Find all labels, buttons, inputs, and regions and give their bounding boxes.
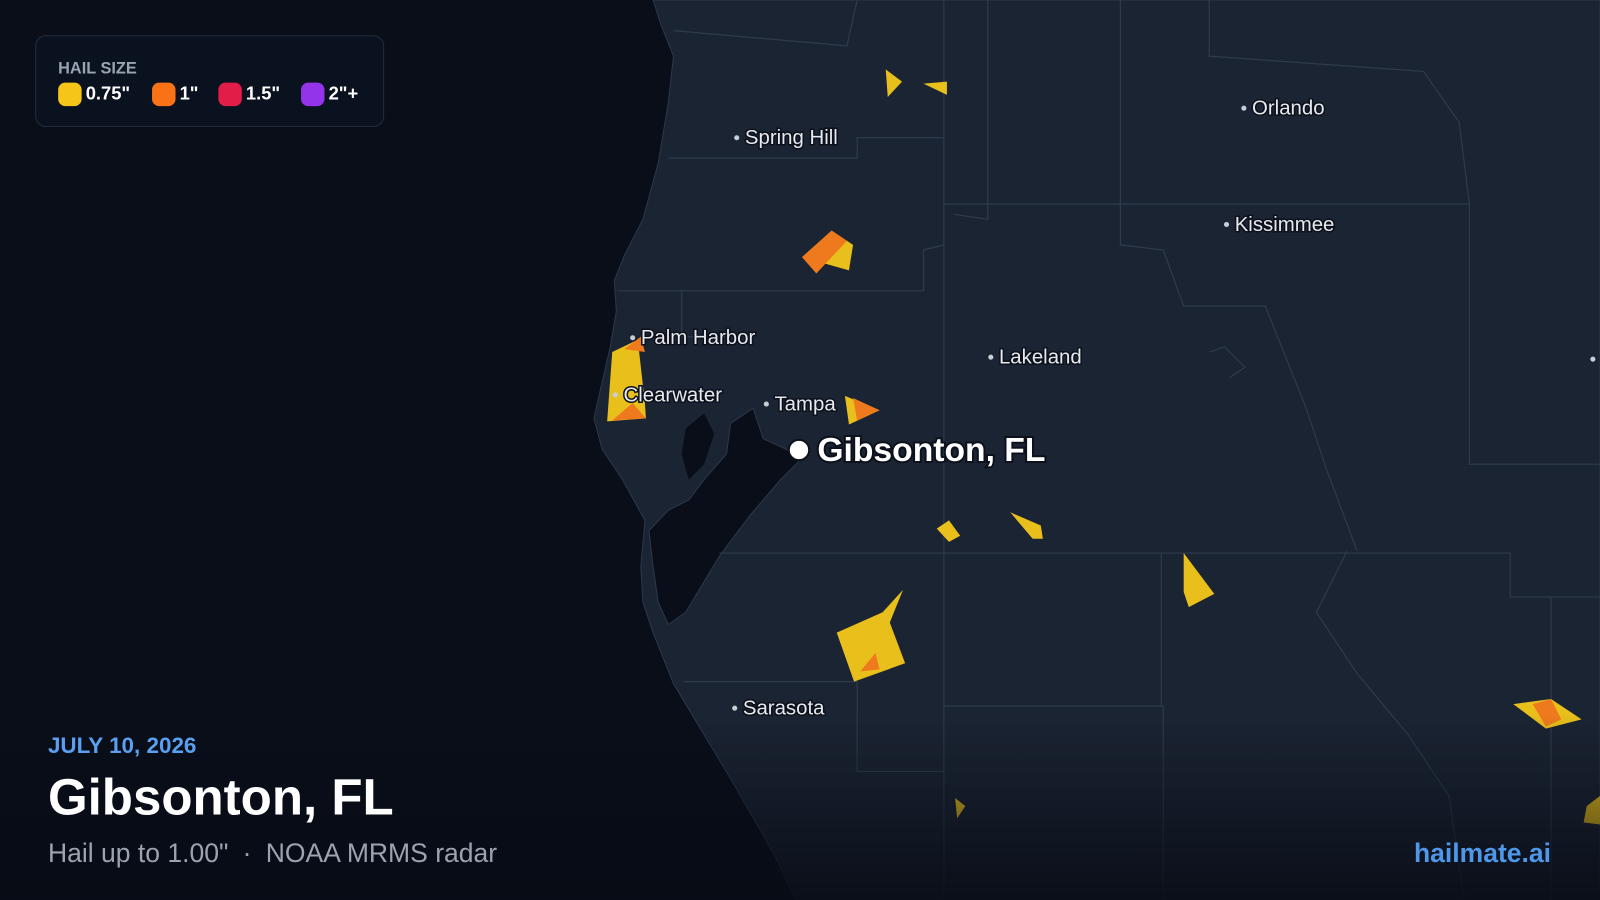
hail-swath (923, 81, 947, 95)
hail-swath (1183, 553, 1215, 608)
legend-label: 0.75" (86, 83, 130, 104)
legend-swatch (301, 82, 325, 107)
legend-swatch (58, 82, 82, 107)
hail-swath (853, 397, 880, 421)
subtitle-separator: · (243, 838, 252, 868)
brand[interactable]: hailmate.ai (1414, 838, 1551, 868)
city-label: Palm Harbor (641, 327, 756, 349)
legend-swatch (218, 82, 242, 107)
city-label: Tampa (774, 393, 836, 415)
city-dot (988, 354, 994, 360)
old-tampa-bay (681, 413, 715, 480)
city-label: Orlando (1252, 98, 1325, 120)
hail-swaths (607, 69, 1600, 825)
bottom-fade (0, 714, 1600, 900)
subtitle-hail: Hail up to 1.00" (48, 838, 228, 868)
city-dot (763, 401, 769, 407)
legend-box (35, 35, 385, 128)
legend-title: HAIL SIZE (58, 60, 137, 78)
city-label: Kissimmee (1235, 214, 1335, 236)
legend-swatch (152, 82, 176, 107)
legend-label: 1" (180, 83, 199, 104)
location-label: Gibsonton, FL (817, 432, 1045, 469)
city-dot (630, 335, 636, 341)
hail-swath (802, 230, 847, 274)
hail-swath (860, 653, 880, 672)
date: JULY 10, 2026 (48, 733, 196, 758)
hail-swath (1010, 512, 1043, 539)
legend-label: 1.5" (246, 83, 280, 104)
tampa-bay (648, 407, 802, 626)
location-dot (787, 438, 811, 462)
title: Gibsonton, FL (48, 769, 394, 826)
hail-swath (624, 336, 645, 353)
hail-swath (885, 69, 903, 97)
hail-swath (607, 339, 646, 422)
subtitle: Hail up to 1.00" · NOAA MRMS radar (48, 838, 497, 868)
city-dot (1241, 105, 1247, 111)
city-dot (1223, 221, 1230, 228)
legend: HAIL SIZE 0.75" 1" 1.5" 2"+ (35, 35, 385, 128)
city-dot (732, 705, 738, 711)
hail-swath (836, 589, 906, 682)
city-dot (1590, 356, 1596, 362)
legend-items: 0.75" 1" 1.5" 2"+ (58, 82, 359, 107)
city-label: Lakeland (999, 347, 1082, 369)
hail-swath (612, 403, 646, 421)
city-dot (734, 135, 740, 141)
city-label: Clearwater (623, 384, 722, 406)
city-label: Spring Hill (745, 127, 838, 149)
subtitle-source: NOAA MRMS radar (266, 838, 497, 868)
city-dot (612, 392, 618, 398)
location-marker: Gibsonton, FL (787, 430, 1047, 471)
hail-swath (936, 520, 961, 542)
legend-label: 2"+ (329, 83, 359, 104)
